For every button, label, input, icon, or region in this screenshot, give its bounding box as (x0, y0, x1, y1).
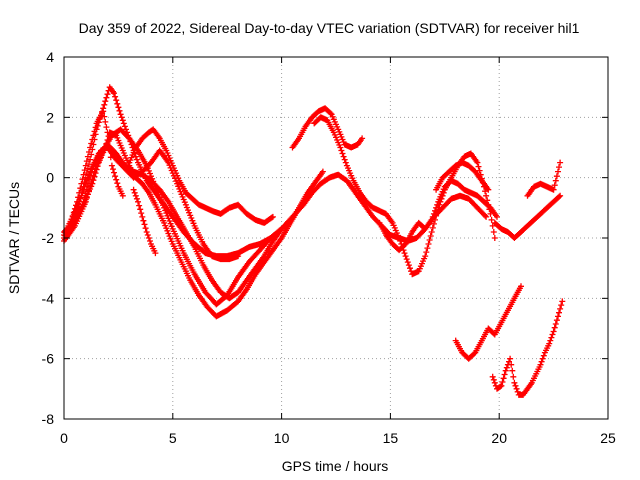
series-track-10 (311, 114, 498, 278)
x-tick-label: 5 (169, 430, 177, 446)
x-axis-label: GPS time / hours (282, 458, 389, 474)
data-point-markers (130, 186, 159, 257)
x-tick-label: 25 (600, 430, 616, 446)
data-points (61, 84, 566, 398)
data-point-markers (289, 105, 366, 151)
series-track-11 (376, 177, 500, 254)
series-track-8 (130, 186, 159, 257)
y-tick-label: -8 (42, 411, 55, 427)
data-point-markers (491, 192, 564, 241)
data-point-markers (376, 177, 500, 254)
series-track-16 (489, 298, 566, 398)
series-track-15 (452, 283, 524, 362)
x-tick-label: 20 (491, 430, 507, 446)
x-tick-label: 15 (383, 430, 399, 446)
data-point-markers (489, 298, 566, 398)
x-tick-label: 0 (60, 430, 68, 446)
axis-ticks: 0 5 10 15 20 25 -8 -6 -4 -2 0 2 4 (42, 49, 616, 446)
y-tick-label: 0 (46, 170, 54, 186)
data-point-markers (433, 159, 492, 193)
data-point-markers (67, 108, 126, 226)
data-point-markers (524, 159, 564, 199)
series-track-7 (126, 126, 276, 226)
series-track-12 (433, 159, 492, 193)
y-tick-label: -4 (42, 290, 55, 306)
y-tick-label: 4 (46, 49, 54, 65)
series-track-5 (63, 144, 242, 263)
series-track-13 (491, 192, 564, 241)
y-tick-label: 2 (46, 109, 54, 125)
y-tick-label: -6 (42, 351, 55, 367)
y-tick-label: -2 (42, 230, 55, 246)
series-track-9 (289, 105, 366, 151)
data-point-markers (311, 114, 498, 278)
gridlines (64, 57, 608, 419)
series-track-14 (524, 159, 564, 199)
chart-title: Day 359 of 2022, Sidereal Day-to-day VTE… (79, 20, 580, 36)
data-point-markers (63, 144, 242, 263)
series-track-6 (67, 108, 126, 226)
y-axis-label: SDTVAR / TECUs (6, 182, 22, 294)
data-point-markers (452, 283, 524, 362)
data-point-markers (126, 126, 276, 226)
x-tick-label: 10 (274, 430, 290, 446)
